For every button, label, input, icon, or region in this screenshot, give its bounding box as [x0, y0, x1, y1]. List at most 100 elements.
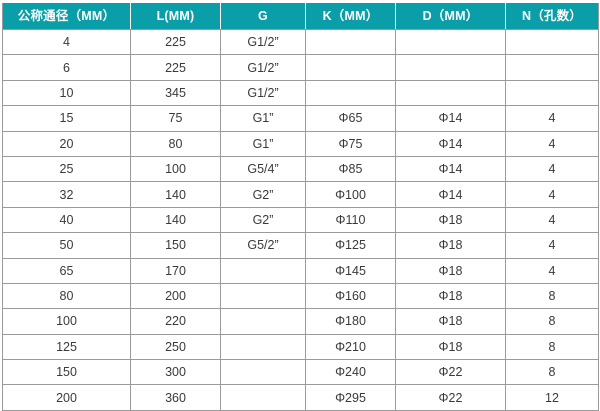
- cell-n: [505, 80, 599, 107]
- cell-n: 8: [505, 283, 599, 310]
- cell-d: Φ14: [395, 131, 506, 157]
- cell-d: Φ22: [395, 359, 506, 386]
- cell-l: 75: [130, 105, 221, 132]
- cell-d: Φ18: [395, 232, 506, 259]
- cell-n: 4: [505, 181, 599, 208]
- cell-l: 100: [130, 156, 221, 183]
- table-row: 4 225 G1/2”: [2, 29, 599, 56]
- cell-d: Φ22: [395, 384, 506, 411]
- cell-l: 345: [130, 80, 221, 107]
- cell-dn: 150: [2, 359, 131, 386]
- cell-n: 4: [505, 207, 599, 234]
- cell-k: Φ75: [305, 131, 396, 157]
- cell-l: 220: [130, 308, 221, 335]
- column-header-bolt-hole-diameter: D（MM）: [395, 3, 506, 30]
- specification-table-container: 公称通径（MM） L(MM) G K（MM） D（MM） N（孔数） 4 225 G…: [2, 3, 599, 411]
- cell-g: [220, 334, 306, 361]
- cell-g: G2”: [220, 207, 306, 234]
- table-row: 10 345 G1/2”: [2, 80, 599, 107]
- cell-k: [305, 54, 396, 81]
- cell-n: [505, 29, 599, 56]
- cell-dn: 25: [2, 156, 131, 183]
- cell-l: 150: [130, 232, 221, 259]
- table-row: 25 100 G5/4” Φ85 Φ14 4: [2, 156, 599, 183]
- cell-n: 12: [505, 384, 599, 411]
- cell-g: G5/2”: [220, 232, 306, 259]
- cell-dn: 32: [2, 181, 131, 208]
- cell-k: Φ65: [305, 105, 396, 132]
- column-header-hole-count: N（孔数）: [505, 3, 599, 30]
- cell-n: 8: [505, 308, 599, 335]
- cell-g: [220, 258, 306, 284]
- specification-table: 公称通径（MM） L(MM) G K（MM） D（MM） N（孔数） 4 225 G…: [2, 3, 599, 411]
- cell-g: G2”: [220, 181, 306, 208]
- header-row: 公称通径（MM） L(MM) G K（MM） D（MM） N（孔数）: [2, 3, 599, 30]
- cell-g: G1/2”: [220, 54, 306, 81]
- cell-g: [220, 384, 306, 411]
- cell-dn: 50: [2, 232, 131, 259]
- cell-g: [220, 308, 306, 335]
- cell-g: [220, 359, 306, 386]
- cell-g: G5/4”: [220, 156, 306, 183]
- cell-n: 4: [505, 105, 599, 132]
- cell-k: Φ180: [305, 308, 396, 335]
- cell-k: Φ110: [305, 207, 396, 234]
- cell-dn: 80: [2, 283, 131, 310]
- table-row: 65 170 Φ145 Φ18 4: [2, 258, 599, 284]
- table-body: 4 225 G1/2” 6 225 G1/2” 10 345 G1/2” 15 75 G1” Φ65 Φ1…: [2, 29, 599, 411]
- cell-dn: 40: [2, 207, 131, 234]
- cell-d: Φ14: [395, 156, 506, 183]
- cell-l: 225: [130, 54, 221, 81]
- cell-l: 170: [130, 258, 221, 284]
- table-row: 50 150 G5/2” Φ125 Φ18 4: [2, 232, 599, 259]
- cell-k: Φ295: [305, 384, 396, 411]
- cell-d: Φ18: [395, 308, 506, 335]
- cell-l: 140: [130, 181, 221, 208]
- table-row: 150 300 Φ240 Φ22 8: [2, 359, 599, 386]
- cell-d: Φ18: [395, 283, 506, 310]
- cell-k: Φ160: [305, 283, 396, 310]
- table-row: 100 220 Φ180 Φ18 8: [2, 308, 599, 335]
- cell-n: 4: [505, 232, 599, 259]
- table-row: 6 225 G1/2”: [2, 54, 599, 81]
- cell-n: 4: [505, 258, 599, 284]
- cell-d: Φ18: [395, 334, 506, 361]
- cell-g: [220, 283, 306, 310]
- cell-k: Φ240: [305, 359, 396, 386]
- column-header-thread: G: [220, 3, 306, 30]
- cell-d: [395, 29, 506, 56]
- cell-d: [395, 80, 506, 107]
- table-row: 32 140 G2” Φ100 Φ14 4: [2, 181, 599, 208]
- column-header-length: L(MM): [130, 3, 221, 30]
- cell-l: 80: [130, 131, 221, 157]
- cell-n: [505, 54, 599, 81]
- cell-g: G1/2”: [220, 29, 306, 56]
- cell-l: 360: [130, 384, 221, 411]
- cell-dn: 100: [2, 308, 131, 335]
- cell-dn: 65: [2, 258, 131, 284]
- table-row: 80 200 Φ160 Φ18 8: [2, 283, 599, 310]
- cell-n: 8: [505, 334, 599, 361]
- cell-l: 250: [130, 334, 221, 361]
- cell-g: G1”: [220, 105, 306, 132]
- table-row: 20 80 G1” Φ75 Φ14 4: [2, 131, 599, 157]
- cell-l: 140: [130, 207, 221, 234]
- cell-n: 8: [505, 359, 599, 386]
- cell-k: [305, 80, 396, 107]
- cell-k: [305, 29, 396, 56]
- cell-d: [395, 54, 506, 81]
- cell-dn: 4: [2, 29, 131, 56]
- cell-dn: 6: [2, 54, 131, 81]
- cell-k: Φ125: [305, 232, 396, 259]
- cell-d: Φ18: [395, 258, 506, 284]
- cell-k: Φ100: [305, 181, 396, 208]
- cell-k: Φ85: [305, 156, 396, 183]
- cell-dn: 125: [2, 334, 131, 361]
- table-header: 公称通径（MM） L(MM) G K（MM） D（MM） N（孔数）: [2, 3, 599, 30]
- column-header-nominal-diameter: 公称通径（MM）: [2, 3, 131, 30]
- cell-dn: 15: [2, 105, 131, 132]
- cell-l: 200: [130, 283, 221, 310]
- cell-k: Φ145: [305, 258, 396, 284]
- cell-d: Φ18: [395, 207, 506, 234]
- cell-l: 300: [130, 359, 221, 386]
